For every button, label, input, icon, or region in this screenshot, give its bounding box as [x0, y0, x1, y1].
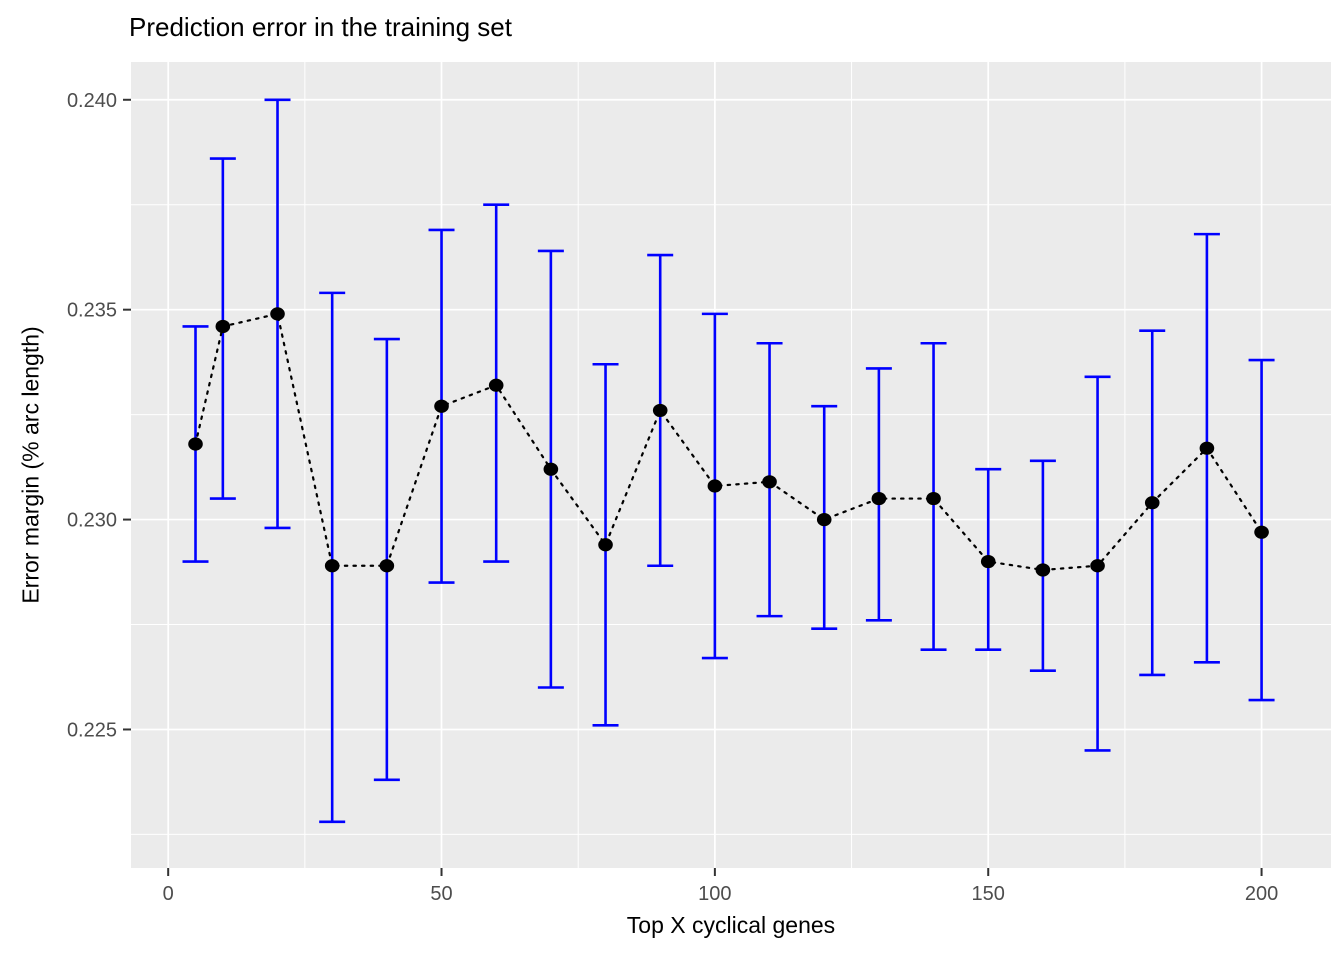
- data-point: [762, 475, 777, 489]
- dotted-series-line: [194, 312, 1263, 572]
- y-axis-tick-label: 0.240: [67, 90, 117, 112]
- data-point: [379, 559, 395, 573]
- data-point: [980, 554, 996, 569]
- x-axis-tick-label: 200: [1245, 883, 1278, 905]
- data-point: [926, 491, 941, 506]
- data-point: [1199, 441, 1215, 455]
- y-axis-tick-label: 0.235: [67, 300, 117, 322]
- data-point: [1035, 563, 1051, 577]
- x-axis-tick-label: 100: [698, 883, 731, 905]
- data-point: [215, 319, 231, 334]
- x-axis-tick-label: 150: [972, 883, 1005, 905]
- data-point: [188, 437, 203, 451]
- x-axis-tick-label: 50: [430, 883, 452, 905]
- x-axis-title: Top X cyclical genes: [626, 912, 836, 938]
- data-point: [1254, 525, 1269, 539]
- data-point: [434, 399, 449, 413]
- y-axis-tick-label: 0.225: [67, 719, 117, 741]
- data-point: [816, 512, 832, 527]
- data-point: [488, 378, 504, 392]
- data-point: [1144, 496, 1160, 510]
- chart-title: Prediction error in the training set: [129, 12, 512, 42]
- data-point: [871, 491, 887, 506]
- data-point: [324, 559, 340, 573]
- data-point: [707, 479, 723, 493]
- data-point: [543, 462, 559, 476]
- x-axis-tick-label: 0: [163, 883, 174, 905]
- data-point: [598, 538, 613, 552]
- data-point: [652, 403, 668, 418]
- data-point: [270, 307, 285, 321]
- data-point: [1090, 559, 1105, 573]
- y-axis-tick-label: 0.230: [67, 510, 117, 532]
